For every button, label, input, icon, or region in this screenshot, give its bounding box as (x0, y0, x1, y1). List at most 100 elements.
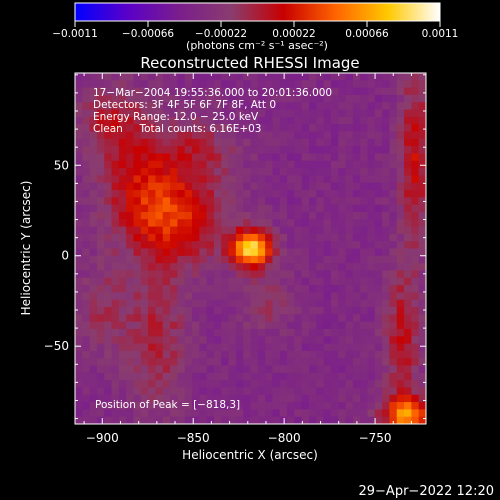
heatmap-cell (374, 409, 383, 418)
heatmap-cell (265, 248, 274, 257)
heatmap-cell (374, 299, 383, 308)
heatmap-cell (309, 146, 317, 155)
heatmap-cell (338, 80, 347, 89)
heatmap-cell (148, 248, 157, 257)
heatmap-cell (272, 380, 281, 389)
heatmap-cell (243, 153, 252, 162)
heatmap-cell (104, 124, 113, 133)
heatmap-cell (316, 416, 325, 424)
heatmap-cell (389, 204, 398, 213)
heatmap-cell (177, 204, 186, 213)
heatmap-cell (118, 328, 127, 337)
heatmap-cell (396, 124, 405, 133)
heatmap-cell (367, 211, 376, 220)
heatmap-cell (82, 358, 91, 367)
heatmap-cell (294, 365, 303, 374)
heatmap-cell (418, 124, 426, 133)
heatmap-cell (206, 321, 215, 330)
heatmap-cell (111, 116, 120, 125)
heatmap-cell (367, 380, 376, 389)
heatmap-cell (352, 365, 361, 374)
heatmap-cell (382, 343, 391, 352)
heatmap-cell (279, 116, 288, 125)
heatmap-cell (89, 219, 98, 228)
heatmap-cell (330, 350, 339, 359)
heatmap-cell (126, 197, 135, 206)
heatmap-cell (418, 270, 426, 279)
heatmap-cell (374, 80, 383, 89)
heatmap-cell (133, 358, 142, 367)
heatmap-cell (265, 124, 274, 133)
heatmap-cell (345, 321, 354, 330)
heatmap-cell (184, 175, 193, 184)
heatmap-cell (250, 73, 259, 81)
heatmap-cell (411, 416, 420, 424)
heatmap-cell (330, 358, 339, 367)
heatmap-cell (148, 94, 157, 103)
heatmap-cell (162, 211, 171, 220)
heatmap-cell (345, 233, 354, 242)
heatmap-cell (148, 190, 157, 198)
heatmap-cell (148, 233, 157, 242)
heatmap-cell (162, 182, 171, 191)
heatmap-cell (323, 146, 332, 155)
heatmap-cell (294, 270, 303, 279)
heatmap-cell (294, 380, 303, 389)
heatmap-cell (177, 175, 186, 184)
heatmap-cell (111, 358, 120, 367)
heatmap-cell (133, 146, 142, 155)
heatmap-cell (287, 182, 295, 191)
heatmap-cell (352, 277, 361, 286)
heatmap-cell (148, 175, 157, 184)
heatmap-cell (287, 336, 295, 345)
annotation-line: Detectors: 3F 4F 5F 6F 7F 8F, Att 0 (93, 99, 276, 111)
heatmap-cell (272, 153, 281, 162)
heatmap-cell (316, 387, 325, 396)
heatmap-cell (170, 299, 178, 308)
heatmap-cell (404, 197, 412, 206)
heatmap-cell (140, 175, 149, 184)
heatmap-cell (404, 109, 412, 118)
heatmap-cell (374, 343, 383, 352)
heatmap-cell (374, 131, 383, 140)
heatmap-cell (148, 358, 157, 367)
heatmap-cell (411, 380, 420, 389)
heatmap-cell (184, 394, 193, 403)
x-tick-label: −750 (359, 431, 392, 445)
heatmap-cell (352, 73, 361, 81)
heatmap-cell (184, 109, 193, 118)
heatmap-cell (235, 387, 244, 396)
heatmap-cell (301, 109, 310, 118)
heatmap-cell (148, 160, 157, 169)
heatmap-cell (140, 307, 149, 315)
heatmap-cell (404, 80, 412, 89)
heatmap-cell (257, 131, 266, 140)
heatmap-cell (89, 321, 98, 330)
heatmap-cell (104, 336, 113, 345)
heatmap-cell (389, 94, 398, 103)
heatmap-cell (111, 102, 120, 111)
heatmap-cell (301, 350, 310, 359)
heatmap-cell (228, 372, 237, 381)
heatmap-cell (213, 190, 222, 198)
heatmap-cell (184, 358, 193, 367)
heatmap-cell (265, 190, 274, 198)
heatmap-cell (323, 285, 332, 293)
heatmap-cell (345, 124, 354, 133)
heatmap-cell (140, 80, 149, 89)
heatmap-cell (338, 131, 347, 140)
heatmap-cell (221, 197, 230, 206)
heatmap-cell (374, 277, 383, 286)
heatmap-cell (418, 263, 426, 272)
heatmap-cell (228, 219, 237, 228)
heatmap-cell (213, 109, 222, 118)
heatmap-cell (250, 416, 259, 424)
heatmap-cell (323, 73, 332, 81)
heatmap-cell (411, 197, 420, 206)
heatmap-cell (221, 182, 230, 191)
heatmap-cell (396, 109, 405, 118)
heatmap-cell (279, 328, 288, 337)
heatmap-cell (389, 153, 398, 162)
heatmap-cell (294, 387, 303, 396)
heatmap-cell (360, 343, 369, 352)
